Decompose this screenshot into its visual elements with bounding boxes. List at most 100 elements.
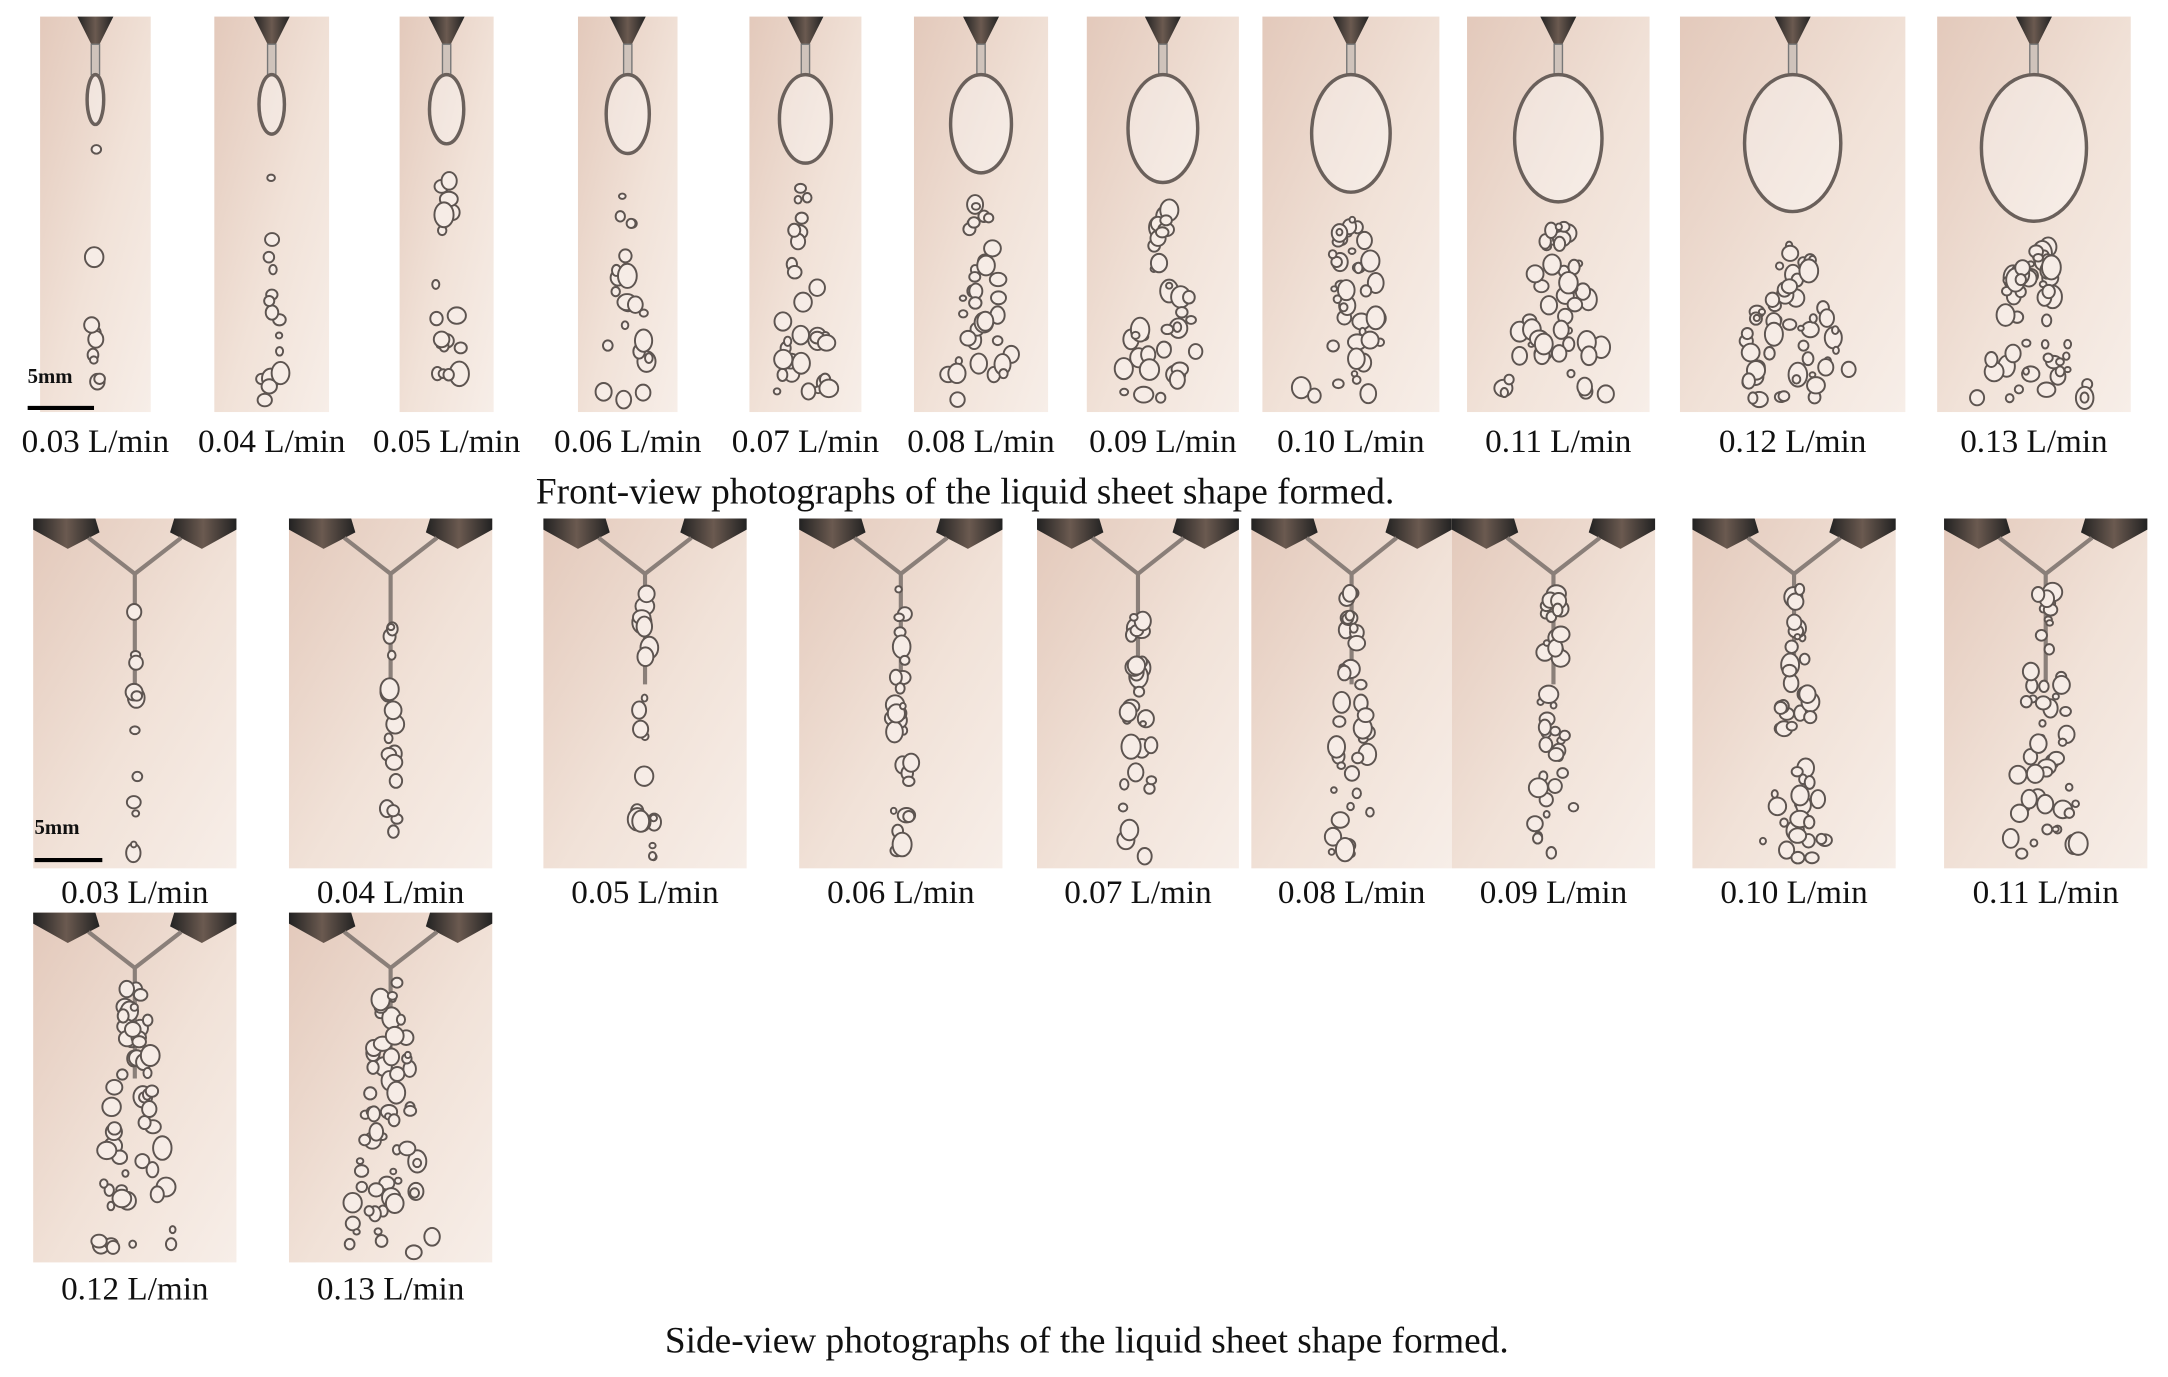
droplet (2040, 339, 2050, 350)
droplet (1499, 387, 1509, 399)
flow-rate-label: 0.11 L/min (1973, 874, 2120, 911)
droplet (1187, 343, 1204, 360)
droplet (131, 770, 144, 783)
droplet (636, 646, 655, 668)
droplet (620, 320, 630, 331)
droplet (893, 612, 905, 623)
droplet (2063, 338, 2073, 350)
droplet (2019, 694, 2033, 709)
droplet (168, 1225, 177, 1235)
droplet (1552, 235, 1567, 252)
droplet (1547, 747, 1565, 762)
droplet (2041, 313, 2053, 328)
droplet (2004, 393, 2015, 404)
droplet (1113, 357, 1134, 381)
droplet (648, 841, 657, 850)
droplet (2020, 788, 2038, 810)
droplet (786, 264, 803, 280)
flow-rate-label: 0.10 L/min (1720, 874, 1868, 911)
droplet (773, 348, 794, 370)
droplet (1145, 775, 1158, 786)
front-caption: Front-view photographs of the liquid she… (536, 471, 1394, 512)
droplet (2029, 733, 2048, 754)
droplet (2062, 351, 2071, 361)
droplet (634, 383, 652, 402)
droplet (90, 1233, 108, 1249)
nozzle-tip (1158, 43, 1168, 76)
front-photo: 0.05 L/min (373, 16, 521, 460)
droplet (1347, 247, 1357, 255)
droplet (1767, 796, 1788, 817)
droplet (1566, 368, 1576, 379)
side-photo: 0.11 L/min (1944, 518, 2148, 911)
droplet (894, 682, 906, 695)
nozzle-left (288, 912, 356, 944)
droplet (1351, 787, 1362, 800)
droplet (1360, 249, 1381, 273)
droplet (1803, 815, 1816, 830)
droplet (627, 295, 644, 314)
droplet (1545, 846, 1558, 860)
droplet (2034, 628, 2048, 642)
nozzle-left (1037, 518, 1104, 549)
droplet (2036, 381, 2057, 398)
droplet (342, 1191, 363, 1214)
droplet (1774, 261, 1785, 271)
nozzle-right (2080, 518, 2148, 549)
droplet (1143, 782, 1156, 795)
liquid-sheet (777, 72, 834, 165)
droplet (947, 362, 967, 385)
side-photo: 0.13 L/min (288, 912, 493, 1308)
droplet (1330, 285, 1338, 293)
nozzle (77, 16, 114, 45)
droplet (124, 1021, 142, 1038)
droplet (1119, 387, 1130, 397)
droplet (409, 1187, 420, 1199)
droplet (1356, 707, 1375, 724)
droplet (262, 250, 276, 264)
droplet (1159, 214, 1173, 227)
photo-background (1679, 16, 1906, 413)
nozzle-tip (1787, 43, 1798, 76)
droplet (275, 346, 285, 357)
droplet (1119, 778, 1130, 791)
droplet (1338, 302, 1349, 313)
liquid-sheet (1979, 72, 2089, 223)
droplet (610, 286, 621, 298)
droplet (106, 1200, 116, 1212)
droplet (783, 335, 793, 347)
droplet (1556, 767, 1569, 779)
droplet (1182, 289, 1196, 305)
side-photo: 0.09 L/min (1451, 518, 1656, 911)
droplet (1185, 315, 1197, 325)
droplet (1351, 751, 1365, 765)
droplet (433, 201, 455, 229)
droplet (442, 367, 455, 382)
front-photo: 0.09 L/min (1086, 16, 1239, 460)
droplet (366, 1059, 380, 1075)
droplet (1133, 385, 1155, 404)
droplet (256, 392, 273, 408)
droplet (118, 979, 135, 999)
flow-rate-label: 0.05 L/min (571, 874, 719, 911)
droplet (2022, 366, 2030, 376)
droplet (1786, 613, 1803, 631)
droplet (1786, 592, 1805, 611)
nozzle-right (1829, 518, 1896, 549)
droplet (432, 330, 451, 349)
droplet (1558, 729, 1571, 742)
droplet (105, 1078, 124, 1096)
droplet (2041, 254, 2062, 281)
nozzle (787, 16, 824, 45)
droplet (93, 372, 106, 385)
droplet (1791, 374, 1802, 385)
droplet (343, 1237, 356, 1251)
droplet (1130, 330, 1141, 340)
flow-rate-label: 0.11 L/min (1485, 423, 1632, 460)
droplet (818, 378, 840, 399)
flow-rate-label: 0.04 L/min (198, 423, 346, 460)
flow-rate-label: 0.07 L/min (1064, 874, 1212, 911)
droplet (1168, 369, 1186, 390)
droplet (1552, 319, 1570, 340)
flow-rate-label: 0.10 L/min (1277, 423, 1425, 460)
